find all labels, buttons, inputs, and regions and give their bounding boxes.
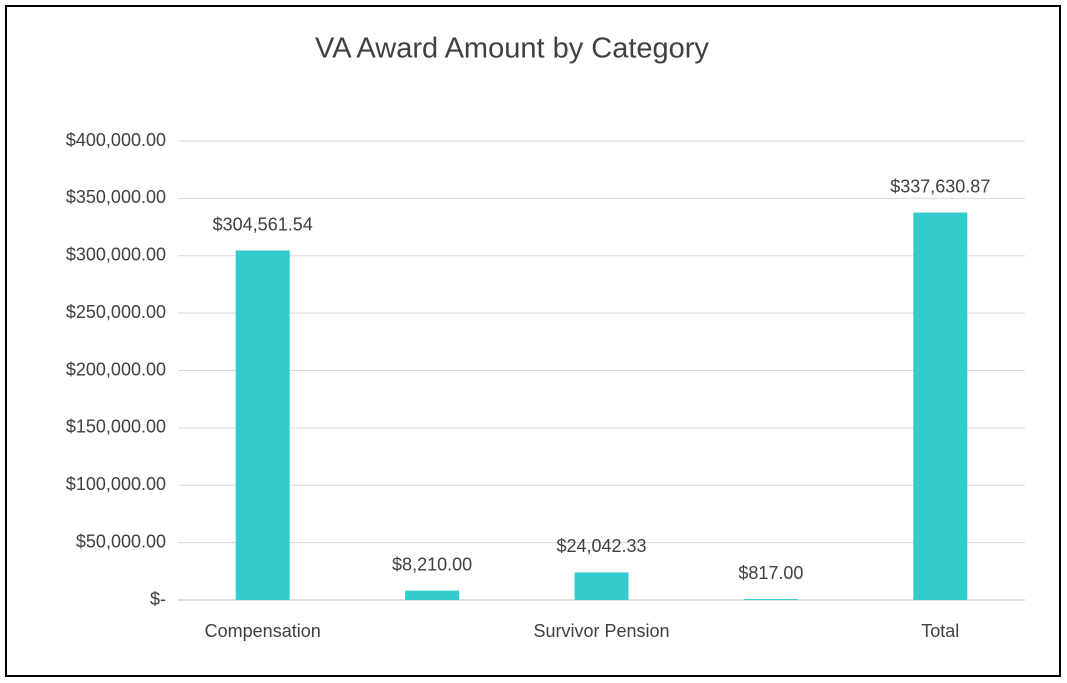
data-label: $304,561.54 [213,214,313,234]
bar [235,250,290,601]
y-tick-label: $150,000.00 [66,417,166,437]
x-tick-label: Survivor Pension [533,621,669,641]
y-tick-label: $300,000.00 [66,245,166,265]
y-tick-label: $- [150,589,166,609]
chart-title: VA Award Amount by Category [315,33,709,65]
x-tick-label: Compensation [205,621,321,641]
y-tick-label: $50,000.00 [76,531,166,551]
data-label: $8,210.00 [392,554,472,574]
data-label: $24,042.33 [556,536,646,556]
y-tick-label: $100,000.00 [66,474,166,494]
y-tick-label: $250,000.00 [66,302,166,322]
y-tick-label: $350,000.00 [66,187,166,207]
y-tick-label: $200,000.00 [66,359,166,379]
bar [405,590,460,600]
data-label: $337,630.87 [890,176,990,196]
bar [574,572,629,600]
data-label: $817.00 [738,563,803,583]
y-tick-label: $400,000.00 [66,130,166,150]
bar [743,599,798,600]
x-tick-label: Total [921,621,959,641]
bar [913,212,968,600]
chart-border [5,5,1061,677]
